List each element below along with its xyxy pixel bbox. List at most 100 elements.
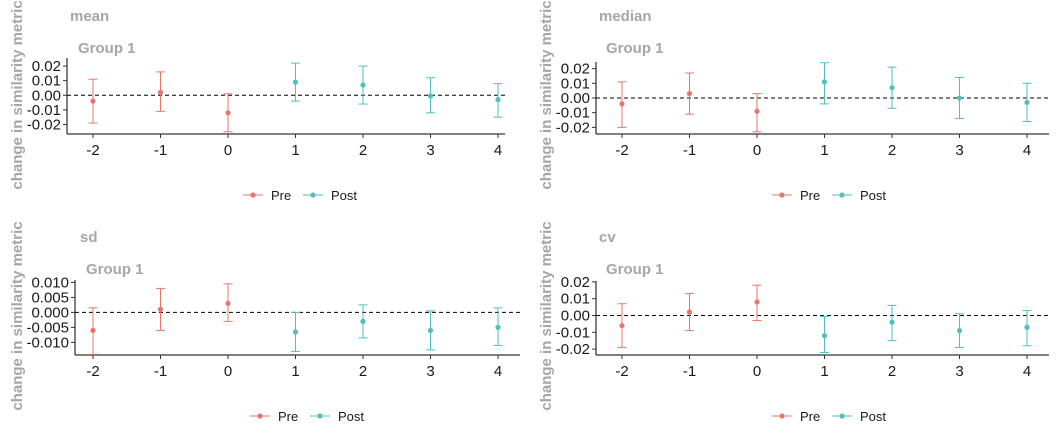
x-tick-label: 1 — [291, 363, 299, 380]
panel-mean: mean Group 1 change in similarity metric 0.… — [0, 0, 529, 221]
x-tick-label: 3 — [426, 363, 434, 380]
y-tick-label: 0.00 — [561, 307, 590, 324]
legend-post-label: Post — [331, 188, 357, 203]
x-tick-label: -2 — [86, 142, 99, 159]
x-tick-label: -2 — [615, 363, 628, 380]
y-tick-label: 0.01 — [561, 291, 590, 308]
y-tick-label: -0.005 — [26, 319, 69, 336]
y-tick-label: 0.01 — [32, 73, 61, 90]
data-point — [889, 85, 895, 91]
x-tick-label: 0 — [753, 142, 761, 159]
x-tick-label: -2 — [86, 363, 99, 380]
x-tick-label: 4 — [494, 363, 502, 380]
y-tick-label: 0.02 — [561, 274, 590, 291]
legend-pre-label: Pre — [278, 409, 298, 424]
panel-title: cv — [599, 229, 616, 246]
y-tick-label: -0.01 — [27, 102, 61, 119]
data-point — [427, 327, 434, 333]
x-tick-label: 1 — [291, 142, 299, 159]
x-tick-label: -1 — [683, 142, 696, 159]
legend-post-marker — [310, 192, 316, 198]
x-tick-label: 4 — [1023, 142, 1031, 159]
x-tick-label: 2 — [888, 363, 896, 380]
data-point — [90, 327, 96, 333]
legend-post-label: Post — [860, 409, 886, 424]
data-point — [427, 93, 434, 99]
legend-pre-marker — [257, 413, 263, 419]
x-tick-label: 4 — [1023, 363, 1031, 380]
data-point — [619, 322, 625, 329]
data-point — [754, 108, 760, 114]
x-tick-label: 2 — [359, 363, 367, 380]
x-tick-label: 4 — [494, 142, 502, 159]
panel-median: median Group 1 change in similarity metric… — [529, 0, 1058, 221]
chart-svg: median Group 1 change in similarity metric… — [538, 0, 1049, 203]
legend-post-marker — [317, 413, 323, 419]
data-point — [889, 319, 895, 325]
x-tick-label: 0 — [753, 363, 761, 380]
data-point — [686, 309, 693, 315]
chart-svg: mean Group 1 change in similarity metric 0.… — [9, 0, 505, 203]
data-point — [619, 101, 625, 107]
legend-post-marker — [839, 192, 845, 198]
data-point — [821, 79, 828, 85]
data-point — [956, 95, 963, 101]
data-point — [956, 328, 963, 334]
panel-subtitle: Group 1 — [606, 40, 664, 57]
legend-pre-label: Pre — [271, 188, 291, 203]
data-point — [495, 97, 501, 103]
x-tick-label: 2 — [888, 142, 896, 159]
data-point — [495, 324, 501, 330]
y-axis-label: change in similarity metric — [538, 221, 555, 410]
x-tick-label: 1 — [820, 142, 828, 159]
y-tick-label: -0.01 — [556, 105, 590, 122]
panel-cv: cv Group 1 change in similarity metric 0.02… — [529, 221, 1058, 442]
chart-svg: sd Group 1 change in similarity metric 0.01… — [9, 221, 520, 424]
x-tick-label: 0 — [224, 363, 232, 380]
x-tick-label: -2 — [615, 142, 628, 159]
legend-post-label: Post — [338, 409, 364, 424]
legend-pre-label: Pre — [800, 409, 820, 424]
data-point — [1024, 99, 1030, 106]
legend-pre-marker — [779, 192, 785, 198]
y-tick-label: 0.010 — [31, 274, 69, 291]
data-point — [225, 110, 231, 116]
data-point — [360, 82, 366, 88]
y-tick-label: -0.02 — [556, 119, 590, 136]
x-tick-label: 3 — [426, 142, 434, 159]
data-point — [292, 329, 299, 335]
y-tick-label: 0.00 — [561, 90, 590, 107]
y-tick-label: 0.000 — [31, 304, 69, 321]
panel-title: mean — [70, 8, 109, 25]
data-point — [686, 90, 693, 97]
data-point — [754, 299, 760, 305]
x-tick-label: -1 — [154, 142, 167, 159]
data-point — [1024, 324, 1030, 330]
y-axis-label: change in similarity metric — [538, 0, 555, 189]
x-tick-label: 3 — [955, 142, 963, 159]
x-tick-label: 2 — [359, 142, 367, 159]
data-point — [360, 318, 366, 324]
y-tick-label: -0.02 — [27, 117, 61, 134]
y-axis-label: change in similarity metric — [9, 221, 26, 410]
legend-post-marker — [839, 413, 845, 419]
y-tick-label: 0.00 — [32, 87, 61, 104]
y-tick-label: -0.010 — [26, 334, 69, 351]
x-tick-label: -1 — [683, 363, 696, 380]
panel-title: sd — [80, 229, 98, 246]
y-tick-label: -0.01 — [556, 324, 590, 341]
panel-subtitle: Group 1 — [606, 261, 664, 278]
legend-pre-marker — [250, 192, 256, 198]
data-point — [225, 300, 231, 306]
y-tick-label: 0.02 — [561, 61, 590, 78]
y-axis-label: change in similarity metric — [9, 0, 26, 189]
data-point — [292, 79, 299, 85]
data-point — [157, 306, 164, 312]
legend-post-label: Post — [860, 188, 886, 203]
panel-sd: sd Group 1 change in similarity metric 0.01… — [0, 221, 529, 442]
y-tick-label: 0.005 — [31, 289, 69, 306]
legend-pre-marker — [779, 413, 785, 419]
panel-subtitle: Group 1 — [78, 40, 136, 57]
data-point — [821, 333, 828, 339]
x-tick-label: 0 — [224, 142, 232, 159]
